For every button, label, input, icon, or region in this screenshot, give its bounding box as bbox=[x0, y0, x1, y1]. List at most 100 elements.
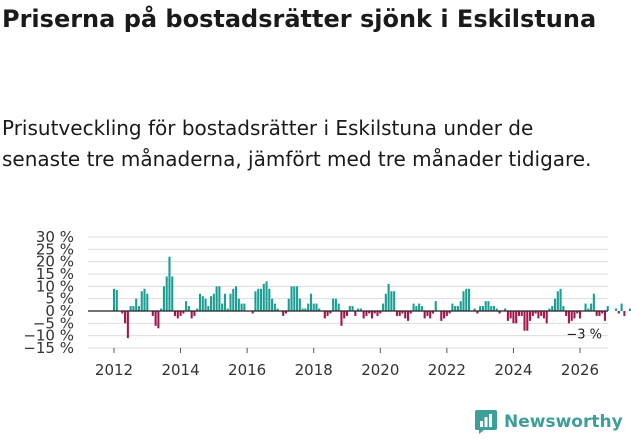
bar bbox=[434, 301, 437, 311]
bar bbox=[590, 303, 593, 311]
x-tick-label: 2020 bbox=[361, 361, 399, 379]
bar bbox=[318, 308, 321, 311]
bar bbox=[529, 311, 532, 321]
bar bbox=[370, 311, 373, 319]
last-value-label: −3 % bbox=[566, 327, 602, 342]
bar bbox=[357, 308, 360, 311]
bar bbox=[235, 286, 238, 311]
bar bbox=[229, 293, 232, 311]
bar bbox=[340, 311, 343, 326]
bar bbox=[201, 296, 204, 311]
bar bbox=[487, 301, 490, 311]
gridlines bbox=[88, 236, 608, 349]
bar bbox=[545, 311, 548, 324]
bar bbox=[126, 311, 129, 339]
bar bbox=[368, 311, 371, 314]
bar bbox=[226, 308, 229, 311]
bar bbox=[492, 306, 496, 311]
bar bbox=[276, 308, 279, 311]
bar bbox=[365, 311, 368, 316]
bar bbox=[196, 308, 199, 311]
bar bbox=[282, 311, 285, 316]
bar bbox=[448, 311, 451, 314]
bar bbox=[301, 308, 304, 311]
bar bbox=[154, 311, 157, 326]
bar bbox=[570, 311, 573, 321]
bar bbox=[309, 293, 312, 311]
y-tick-label: −5 % bbox=[33, 314, 74, 332]
bar bbox=[551, 306, 554, 311]
bar bbox=[531, 311, 534, 316]
bar bbox=[351, 306, 354, 311]
bar bbox=[406, 311, 410, 321]
bar bbox=[262, 283, 265, 311]
bar bbox=[157, 311, 160, 329]
bar bbox=[576, 311, 579, 314]
bar bbox=[207, 306, 210, 311]
bar bbox=[415, 306, 418, 311]
y-tick-label: 0 % bbox=[45, 302, 74, 320]
bar bbox=[578, 311, 582, 319]
bar bbox=[240, 303, 243, 311]
bar bbox=[540, 311, 543, 316]
bar bbox=[534, 311, 537, 314]
bar bbox=[296, 286, 299, 311]
bar bbox=[187, 306, 190, 311]
bar bbox=[251, 311, 254, 314]
bar bbox=[479, 306, 482, 311]
bar bbox=[418, 303, 421, 311]
bar bbox=[426, 311, 429, 316]
bar bbox=[401, 311, 404, 314]
bar bbox=[210, 296, 213, 311]
bar bbox=[290, 286, 293, 311]
bar bbox=[462, 291, 465, 311]
bar bbox=[382, 303, 385, 311]
bar bbox=[443, 311, 446, 319]
bar bbox=[515, 311, 518, 324]
bar bbox=[221, 303, 224, 311]
bar bbox=[473, 308, 476, 311]
bar bbox=[468, 288, 471, 311]
bar bbox=[517, 311, 521, 316]
bar bbox=[326, 311, 329, 316]
bar bbox=[459, 301, 462, 311]
x-tick-label: 2016 bbox=[228, 361, 266, 379]
bar bbox=[182, 311, 185, 314]
bar bbox=[373, 311, 376, 314]
bar bbox=[334, 298, 337, 311]
bar bbox=[146, 293, 149, 311]
bar bbox=[135, 298, 138, 311]
x-axis: 2012 2014 2016 2018 2020 2022 2024 2026 bbox=[95, 348, 599, 379]
bar bbox=[343, 311, 346, 319]
bar bbox=[348, 306, 351, 311]
bar bbox=[376, 311, 379, 316]
x-tick-label: 2022 bbox=[428, 361, 466, 379]
bar bbox=[143, 288, 146, 311]
bar bbox=[257, 288, 260, 311]
bar bbox=[337, 303, 340, 311]
bar bbox=[537, 311, 540, 319]
bar bbox=[185, 301, 188, 311]
x-tick-label: 2024 bbox=[494, 361, 532, 379]
bar bbox=[312, 303, 315, 311]
bar bbox=[212, 293, 215, 311]
bars bbox=[112, 256, 631, 339]
bar bbox=[315, 303, 318, 311]
bar bbox=[504, 308, 507, 311]
y-tick-label: 15 % bbox=[36, 265, 74, 283]
bar bbox=[495, 308, 498, 311]
bar bbox=[124, 311, 127, 324]
bar bbox=[151, 311, 154, 316]
bar bbox=[548, 308, 551, 311]
bar bbox=[395, 311, 398, 316]
newsworthy-logo-icon bbox=[475, 410, 497, 434]
y-tick-label: 5 % bbox=[45, 290, 74, 308]
y-tick-label: 20 % bbox=[36, 253, 74, 271]
bar bbox=[254, 291, 257, 311]
bar bbox=[423, 311, 426, 319]
bar bbox=[409, 311, 412, 314]
bar bbox=[243, 303, 246, 311]
bar bbox=[132, 306, 135, 311]
bar bbox=[506, 311, 509, 321]
bar bbox=[456, 306, 459, 311]
